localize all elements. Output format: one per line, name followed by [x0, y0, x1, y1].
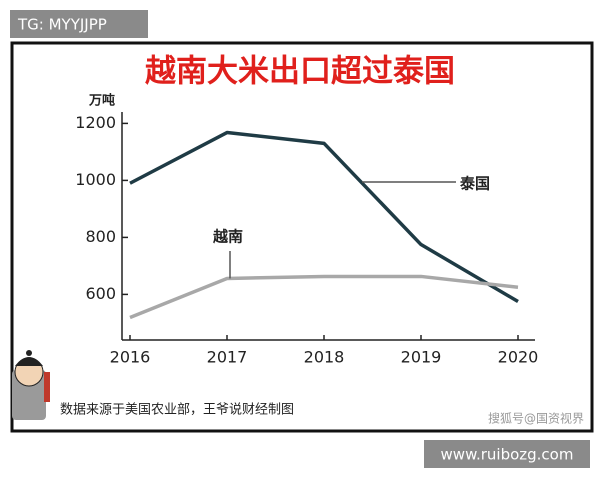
series-label: 越南 — [212, 228, 243, 246]
mascot — [12, 350, 50, 420]
chart-title: 越南大米出口超过泰国 — [145, 54, 455, 90]
x-tick-label: 2016 — [110, 348, 151, 367]
y-tick-label: 800 — [85, 227, 116, 246]
site-box — [424, 440, 590, 468]
tg-label: TG: MYYJJPP — [17, 16, 107, 34]
y-tick-label: 1200 — [75, 113, 116, 132]
series-line — [129, 274, 519, 320]
y-axis-label: 万吨 — [88, 93, 115, 109]
source-note: 数据来源于美国农业部，王爷说财经制图 — [60, 403, 294, 418]
site-label: www.ruibozg.com — [441, 446, 574, 464]
series-label: 泰国 — [459, 175, 490, 193]
series-line — [129, 130, 519, 304]
x-tick-label: 2019 — [401, 348, 442, 367]
x-tick-label: 2017 — [207, 348, 248, 367]
watermark: 搜狐号@国资视界 — [488, 411, 584, 426]
y-tick-label: 1000 — [75, 170, 116, 189]
frame — [10, 41, 594, 433]
tg-box — [10, 10, 148, 38]
x-tick-label: 2018 — [304, 348, 345, 367]
y-tick-label: 600 — [85, 284, 116, 303]
x-tick-label: 2020 — [498, 348, 539, 367]
